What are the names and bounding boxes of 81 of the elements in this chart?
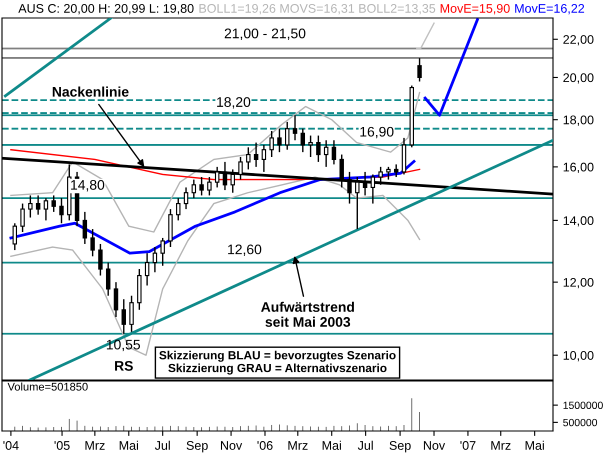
candlestick: [152, 246, 158, 273]
text: BOLL1=19,26 MOVS=16,31 BOLL2=13,35: [199, 4, 436, 14]
candlestick: [122, 298, 126, 334]
x-tick-label: Mrz: [288, 441, 308, 450]
candlestick: [285, 121, 290, 150]
x-tick-label: Mai: [526, 440, 544, 450]
candlestick: [184, 186, 188, 210]
candlestick: [292, 114, 298, 141]
x-tick-label: Jul: [358, 440, 373, 450]
candlestick: [308, 134, 313, 158]
candlestick: [90, 228, 95, 257]
candlestick: [176, 197, 180, 222]
x-tick-label: Mai: [120, 440, 138, 450]
candlestick: [316, 134, 321, 163]
candlestick: [214, 166, 220, 188]
annotation: Aufwärtstrend seit Mai 2003: [261, 302, 354, 327]
candlestick: [417, 57, 422, 82]
ref-line-label: 14,80: [71, 180, 104, 192]
candlestick: [300, 128, 306, 153]
candlestick: [28, 194, 33, 218]
candlestick: [20, 202, 25, 233]
candlestick: [207, 176, 212, 196]
x-tick-label: '07: [460, 441, 476, 450]
candlestick: [160, 237, 165, 266]
x-tick-label: Sep: [186, 441, 208, 452]
y-tick-label: 1500000: [564, 402, 603, 410]
y-tick-label: 14,00: [564, 216, 594, 227]
y-tick-label: 20,00: [563, 73, 594, 84]
y-tick-label: 18,00: [564, 115, 594, 126]
candlestick: [129, 295, 134, 333]
text: MovE=15,90: [440, 4, 510, 14]
x-tick-label: Mrz: [491, 441, 511, 450]
candlestick: [98, 243, 103, 276]
y-tick-label: 16,00: [564, 162, 594, 174]
candlestick: [12, 222, 18, 251]
candlestick: [269, 130, 274, 158]
candlestick: [51, 194, 56, 213]
x-tick-label: Sep: [390, 441, 411, 452]
candlestick: [324, 140, 328, 168]
text: AUS C: 20,00 H: 20,99 L: 19,80: [18, 4, 194, 14]
x-tick-label: Mai: [322, 440, 341, 450]
x-tick-label: Nov: [424, 441, 446, 450]
candlestick: [394, 164, 398, 178]
candlestick: [386, 166, 391, 180]
annotation: RS: [115, 360, 133, 371]
x-tick-label: Mrz: [85, 441, 105, 450]
candlestick: [246, 146, 251, 170]
y-tick-label: 12,00: [564, 278, 594, 288]
ref-line-label: 12,60: [228, 244, 262, 256]
x-tick-label: '06: [257, 441, 273, 450]
candlestick: [277, 128, 282, 153]
ref-line-label: 10,55: [106, 340, 140, 352]
x-tick-label: '05: [54, 441, 70, 450]
y-tick-label: 10,00: [564, 351, 594, 362]
candlestick: [254, 142, 258, 168]
candlestick: [199, 176, 204, 196]
candlestick: [222, 161, 228, 191]
candlestick: [44, 197, 48, 222]
chart-title: Volume=501850: [8, 382, 88, 391]
ref-line-label: 18,20: [217, 97, 250, 109]
x-tick-label: Nov: [220, 441, 242, 450]
candlestick: [82, 211, 88, 245]
candlestick: [36, 194, 40, 216]
candlestick: [192, 178, 196, 199]
text: MovE=16,22: [515, 4, 584, 14]
ref-line-label: 16,90: [360, 126, 394, 138]
candlestick: [106, 262, 110, 296]
candlestick: [144, 252, 150, 286]
candlestick: [59, 197, 64, 224]
annotation: Nackenlinie: [52, 86, 129, 97]
y-tick-label: 500000: [563, 418, 598, 426]
y-tick-label: 22,00: [563, 35, 594, 46]
annotation: Skizzierung BLAU = bevorzugtes Szenario: [159, 350, 396, 362]
annotation: 21,00 - 21,50: [224, 28, 306, 40]
annotation: Skizzierung GRAU = Alternativszenario: [168, 364, 387, 375]
candlestick: [378, 166, 383, 186]
candlestick: [114, 281, 118, 318]
candlestick: [262, 144, 266, 173]
candlestick: [332, 140, 336, 166]
x-tick-label: Jul: [154, 440, 170, 450]
x-tick-label: '04: [3, 441, 19, 450]
